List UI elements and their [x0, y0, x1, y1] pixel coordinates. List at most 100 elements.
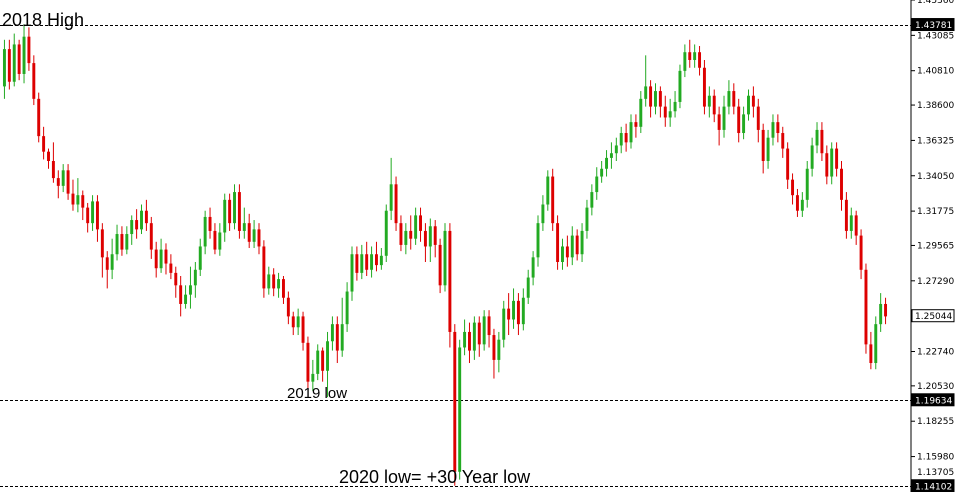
candle [507, 293, 511, 336]
candle-body [448, 230, 452, 332]
y-tick-label-partial: 1.13705 [917, 468, 954, 478]
candle [854, 210, 858, 245]
candle [125, 226, 129, 255]
y-tick-label: 1.29565 [917, 241, 954, 251]
candle [233, 184, 236, 230]
candle [879, 293, 883, 332]
level-price-box-1-bg [911, 393, 955, 407]
candle-body [590, 192, 594, 208]
candle-body [688, 52, 692, 60]
candle [198, 238, 202, 276]
candle [365, 241, 369, 276]
candle [433, 220, 437, 258]
candle-body [805, 168, 809, 200]
candle [747, 89, 750, 121]
candle-body [472, 322, 476, 351]
candle [193, 262, 197, 298]
candle [37, 92, 41, 143]
candle [154, 241, 158, 278]
candle [722, 95, 726, 138]
candle [791, 173, 795, 205]
candle-body [291, 316, 295, 328]
candle-body [228, 199, 232, 224]
candle [326, 331, 329, 398]
candle [859, 229, 863, 280]
candle [27, 27, 31, 71]
candle-body [869, 344, 873, 364]
candle-body [747, 95, 750, 115]
candle [531, 251, 535, 286]
candle [458, 339, 462, 480]
candle-body [737, 106, 741, 134]
candle [742, 106, 746, 140]
candle [570, 226, 574, 266]
candle-body [409, 230, 413, 239]
candle-body [370, 254, 374, 270]
candle-body [644, 86, 648, 99]
annotation-2018-high: 2018 High [2, 10, 84, 30]
candle-body [800, 199, 804, 211]
candle [355, 246, 359, 281]
candle [678, 64, 682, 109]
candle [830, 142, 834, 185]
candle-body [252, 229, 256, 242]
candle [502, 300, 506, 348]
candle [521, 288, 525, 331]
candle [394, 176, 398, 231]
level-price-box-2-label: 1.14102 [915, 482, 952, 492]
candle-body [830, 148, 834, 177]
candle [71, 179, 75, 211]
candle [203, 210, 207, 255]
candle [751, 86, 755, 118]
candle-body [340, 324, 344, 351]
candle-body [859, 235, 863, 270]
candle-body [683, 52, 687, 71]
candle-body [272, 274, 276, 289]
candle [218, 223, 222, 256]
candle-body [443, 230, 447, 286]
candle-body [120, 234, 124, 250]
candles [2, 24, 888, 486]
candle-body [575, 235, 579, 255]
candle [761, 123, 765, 174]
candle-body [389, 184, 393, 211]
candle [849, 207, 853, 239]
candle-body [414, 215, 418, 239]
candle [311, 359, 315, 391]
candle-body [193, 269, 197, 286]
candle-body [375, 254, 378, 266]
candle [56, 170, 60, 199]
candle [472, 316, 476, 360]
candle [12, 33, 16, 87]
candle [590, 184, 594, 216]
candle [644, 55, 648, 107]
candle [600, 160, 604, 183]
candle [712, 89, 716, 123]
candle [159, 238, 163, 273]
candle [242, 207, 246, 239]
candle [76, 178, 80, 213]
candle [414, 207, 418, 245]
y-tick-label: 1.20530 [917, 382, 954, 392]
candle-body [218, 232, 222, 250]
candle-body [658, 91, 662, 107]
candle-body [565, 246, 569, 258]
y-tick-label: 1.27290 [917, 277, 954, 287]
candle-body [482, 316, 486, 345]
candle-body [840, 168, 843, 200]
candle [228, 193, 232, 231]
candle-body [693, 52, 697, 60]
candle-body [47, 151, 50, 161]
candle [179, 275, 183, 317]
candle-body [135, 220, 139, 230]
candle [815, 122, 819, 154]
candle-body [159, 249, 163, 269]
candle [32, 55, 36, 106]
candle [262, 240, 266, 298]
candle-body [277, 279, 281, 289]
candle [805, 160, 809, 208]
candle-body [776, 122, 780, 134]
candle-body [673, 101, 677, 112]
candle-body [179, 285, 183, 304]
